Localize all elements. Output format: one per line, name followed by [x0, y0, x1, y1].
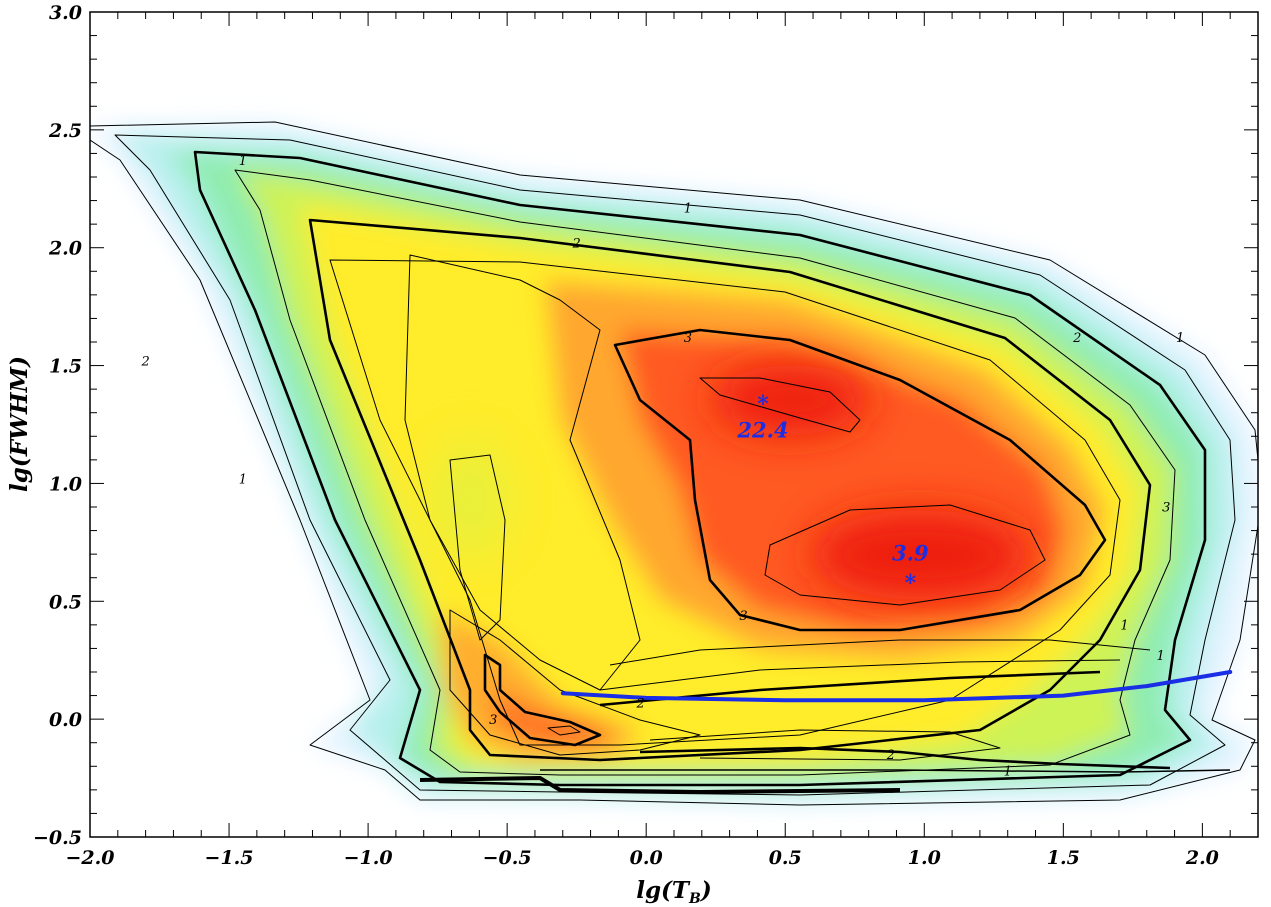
contour-label: 2: [1072, 331, 1081, 346]
peak-value-label: 22.4: [736, 417, 788, 442]
y-tick-label: −0.5: [33, 827, 82, 849]
contour-lower-band-3-thick: [639, 746, 1171, 770]
contour-label: 2: [572, 237, 581, 252]
x-axis-title: lg(TB): [636, 877, 712, 907]
contour-label: 3: [739, 609, 747, 624]
contour-bottom-edge-thin: [540, 769, 1231, 773]
contour-label: 3: [684, 331, 692, 346]
density-peaks: *22.4*3.9: [736, 391, 929, 596]
contour-lower-band-1: [609, 639, 1151, 666]
x-tick-label: 2.0: [1185, 847, 1219, 869]
contour-level-2c: [404, 254, 641, 691]
contour-label: 2: [140, 355, 149, 370]
x-tick-label: −1.5: [205, 847, 254, 869]
contour-label: 1: [1157, 649, 1165, 664]
contour-label: 1: [239, 154, 247, 169]
y-axis-title: lg(FWHM): [6, 356, 33, 492]
contour-low-branch: [449, 609, 701, 756]
contour-bottom-edge: [419, 776, 901, 794]
y-axis-tick-labels: −0.5 0.0 0.5 1.0 1.5 2.0 2.5 3.0: [33, 2, 82, 849]
contour-level-labels: 1 1 2 2 1 2 1 3 3 3 1 1 2 3 2 1: [140, 154, 1184, 780]
contour-level-3-core: [547, 725, 581, 736]
plot-frame: [89, 11, 1259, 838]
density-core-1: [710, 365, 870, 435]
contour-peak-upper: [699, 377, 861, 433]
contour-lobe-left: [449, 454, 506, 641]
x-tick-label: −1.0: [344, 847, 393, 869]
y-tick-label: 2.0: [48, 238, 82, 260]
y-tick-label: 1.5: [49, 356, 82, 378]
contour-level-1b: [234, 169, 1176, 776]
contour-label: 1: [1004, 765, 1012, 780]
contour-lower-band-2: [599, 659, 1121, 691]
x-tick-label: −2.0: [66, 847, 115, 869]
contour-lines: [90, 121, 1258, 806]
y-tick-label: 0.5: [49, 591, 82, 613]
contour-outer: [90, 121, 1258, 806]
x-axis-ticks: [89, 12, 1259, 837]
x-tick-label: 0.5: [769, 847, 802, 869]
contour-label: 1: [1176, 331, 1184, 346]
contour-label: 3: [489, 713, 497, 728]
series-line: [560, 670, 1233, 703]
contour-label: 3: [1162, 501, 1170, 516]
contour-level-2b: [329, 259, 1121, 746]
contour-level-1a: [114, 134, 1236, 796]
contour-label: 1: [1120, 619, 1128, 634]
x-tick-label: 1.0: [908, 847, 941, 869]
density-yellow-lobe: [430, 440, 510, 560]
contour-label: 1: [239, 472, 247, 487]
contour-level-3-upper: [613, 328, 1107, 632]
contour-lower-band-3: [649, 729, 1001, 761]
contour-level-1-thick: [193, 150, 1207, 787]
y-tick-label: 1.0: [49, 473, 82, 495]
series-layer: [560, 670, 1233, 703]
x-tick-label: 0.0: [630, 847, 663, 869]
peak-marker: *: [757, 391, 769, 417]
peak-marker: *: [905, 570, 917, 596]
density-band-orange-low: [440, 610, 640, 760]
contour-label: 2: [635, 696, 644, 711]
contour-label: 2: [886, 748, 895, 763]
y-tick-label: 3.0: [49, 2, 82, 24]
y-tick-label: 2.5: [48, 120, 82, 142]
contour-label: 1: [684, 201, 692, 216]
x-tick-label: −0.5: [483, 847, 532, 869]
peak-value-label: 3.9: [892, 540, 929, 565]
contour-peak-lower: [764, 504, 1046, 606]
y-axis-ticks: [90, 11, 1258, 838]
x-axis-tick-labels: −2.0 −1.5 −1.0 −0.5 0.0 0.5 1.0 1.5 2.0: [66, 847, 1219, 869]
y-tick-label: 0.0: [49, 709, 82, 731]
density-band-red-low: [490, 690, 610, 748]
x-tick-label: 1.5: [1047, 847, 1080, 869]
density-heatmap: [90, 122, 1258, 805]
contour-level-3-lower: [483, 653, 602, 747]
density-core-2: [810, 510, 1030, 600]
contour-level-2-thick: [308, 218, 1152, 762]
